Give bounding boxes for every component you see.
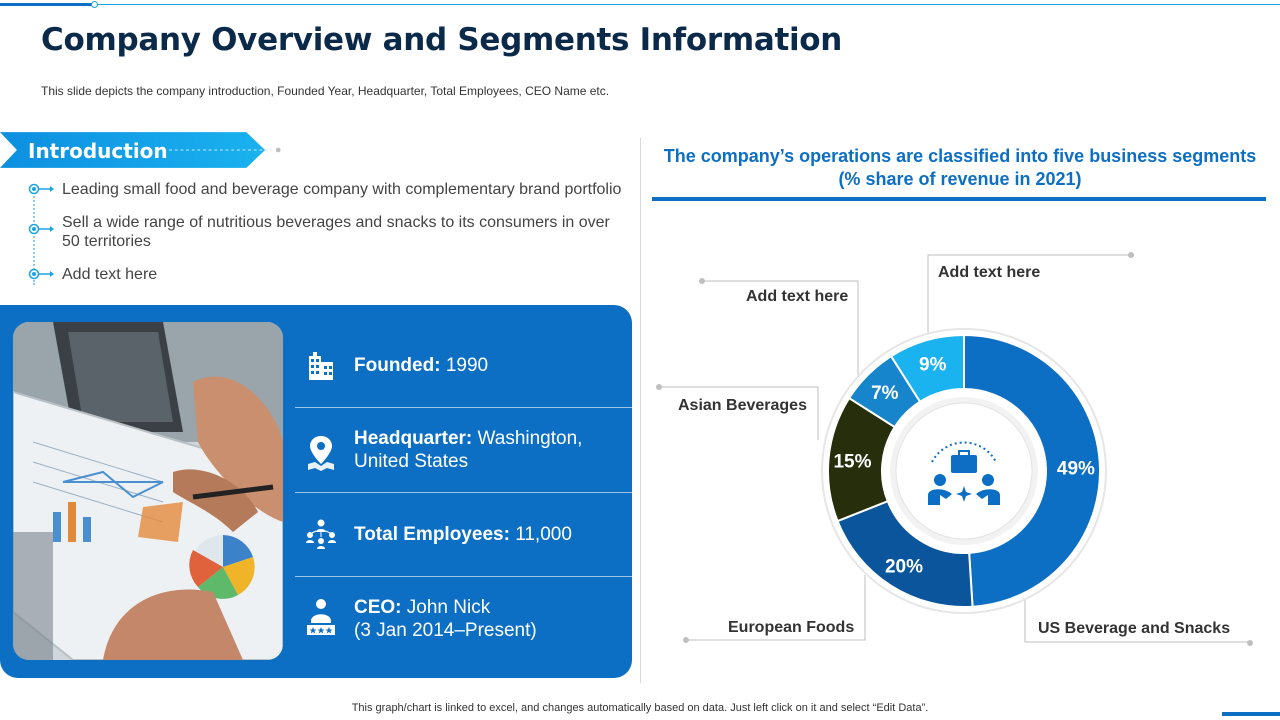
ceo-value-line1: John Nick xyxy=(406,597,491,618)
founded-label: Founded: xyxy=(354,355,441,376)
employees-text: Total Employees: 11,000 xyxy=(354,523,572,546)
slice-value-label: 9% xyxy=(919,354,947,375)
arrow-bullet-icon xyxy=(28,183,54,195)
bullet-item: Add text here xyxy=(28,265,628,284)
bullet-connector-line xyxy=(33,185,35,285)
introduction-bullets: Leading small food and beverage company … xyxy=(28,180,628,298)
chart-title: The company’s operations are classified … xyxy=(663,146,1257,189)
footer-accent-bar xyxy=(1222,712,1280,716)
slice-value-label: 7% xyxy=(871,383,899,404)
headquarter-value-line1: Washington, xyxy=(477,428,583,449)
ceo-row: CEO: John Nick (3 Jan 2014–Present) xyxy=(295,577,632,660)
slice-value-label: 20% xyxy=(885,557,923,578)
segment-label-asian-beverages: Asian Beverages xyxy=(678,397,807,414)
top-accent-line xyxy=(0,4,1280,5)
introduction-banner xyxy=(0,132,281,168)
chart-title-underline xyxy=(652,197,1266,201)
revenue-donut-chart: 49% 20% 15% 7% 9% US Beverage and Snacks Eur… xyxy=(656,252,1253,646)
bullet-text: Add text here xyxy=(62,266,158,283)
page-title: Company Overview and Segments Informatio… xyxy=(41,22,843,58)
bullet-text: Sell a wide range of nutritious beverage… xyxy=(62,214,610,250)
headquarter-row: Headquarter: Washington, United States xyxy=(295,408,632,493)
bullet-item: Leading small food and beverage company … xyxy=(28,180,628,199)
ceo-text: CEO: John Nick (3 Jan 2014–Present) xyxy=(354,596,537,642)
ceo-person-icon xyxy=(307,599,335,635)
employees-value: 11,000 xyxy=(515,524,572,545)
founded-row: Founded: 1990 xyxy=(295,322,632,408)
footer-note: This graph/chart is linked to excel, and… xyxy=(351,702,929,714)
slice-value-label: 49% xyxy=(1057,458,1095,479)
headquarter-label: Headquarter: xyxy=(354,428,473,449)
location-map-icon xyxy=(308,436,334,471)
bullet-item: Sell a wide range of nutritious beverage… xyxy=(28,213,628,251)
building-icon xyxy=(309,352,333,380)
team-network-icon xyxy=(306,519,336,549)
employees-row: Total Employees: 11,000 xyxy=(295,493,632,577)
headquarter-value-line2: United States xyxy=(354,451,469,472)
segment-label-add-text-2: Add text here xyxy=(938,264,1040,281)
founded-value: 1990 xyxy=(445,355,489,376)
top-accent-bar xyxy=(0,3,95,6)
ceo-value-line2: (3 Jan 2014–Present) xyxy=(354,620,537,641)
page-subtitle: This slide depicts the company introduct… xyxy=(41,84,610,98)
bullet-text: Leading small food and beverage company … xyxy=(62,181,622,198)
employees-label: Total Employees: xyxy=(354,524,510,545)
introduction-label: Introduction xyxy=(28,139,168,163)
business-meeting-icon xyxy=(928,441,1000,505)
headquarter-text: Headquarter: Washington, United States xyxy=(354,427,582,473)
segment-label-us-beverage: US Beverage and Snacks xyxy=(1038,620,1230,637)
arrow-bullet-icon xyxy=(28,268,54,280)
ceo-label: CEO: xyxy=(354,597,402,618)
founded-text: Founded: 1990 xyxy=(354,354,488,377)
business-meeting-photo xyxy=(13,322,283,660)
slice-value-label: 15% xyxy=(833,451,871,472)
arrow-bullet-icon xyxy=(28,223,54,235)
segment-label-european-foods: European Foods xyxy=(728,619,854,636)
vertical-divider xyxy=(640,138,641,683)
segment-label-add-text-1: Add text here xyxy=(746,288,848,305)
top-accent-dot xyxy=(91,1,98,8)
